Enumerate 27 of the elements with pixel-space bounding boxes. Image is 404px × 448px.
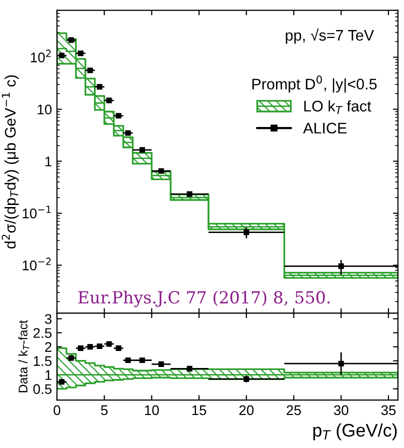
x-tick-label: 0 <box>54 405 60 416</box>
x-tick-label: 25 <box>286 405 301 416</box>
y-tick-label: 1 <box>45 156 52 166</box>
y-axis-title: d$^{2}$σ/(dp$_{T}$dy) (μb GeV$^{−1}$ c) <box>2 75 19 248</box>
x-tick-label: 10 <box>145 405 159 416</box>
y-tick-label: 10$^{−1}$ <box>22 206 51 218</box>
x-tick-label: 15 <box>192 405 206 416</box>
y-tick-label: 10 <box>38 104 52 114</box>
legend-label: LO k$_{T}$ fact <box>304 100 372 114</box>
y-tick-label: 10$^{2}$ <box>30 50 51 62</box>
x-tick-label: 35 <box>381 405 396 416</box>
x-tick-label: 20 <box>239 405 254 416</box>
y-tick-label: 0.5 <box>33 384 52 394</box>
y-tick-label: 10$^{−2}$ <box>22 258 51 270</box>
x-tick-label: 5 <box>101 405 108 416</box>
y-axis-title: Data / k$_{T}$-fact <box>18 320 30 392</box>
y-tick-label: 1.5 <box>34 356 52 366</box>
y-tick-label: 2.5 <box>33 328 52 338</box>
legend-label: ALICE <box>303 122 347 134</box>
x-axis-title: p$_{T}$ (GeV/c) <box>313 423 397 440</box>
y-tick-label: 1 <box>45 370 52 380</box>
annotation: Eur.Phys.J.C 77 (2017) 8, 550. <box>78 290 330 308</box>
legend-title: Prompt D$^{0}$, |y|<0.5 <box>252 76 377 93</box>
y-tick-label: 2 <box>45 342 52 352</box>
x-tick-label: 30 <box>334 405 348 416</box>
annotation: pp, √s=7 TeV <box>286 28 374 44</box>
y-tick-label: 3 <box>44 314 52 324</box>
